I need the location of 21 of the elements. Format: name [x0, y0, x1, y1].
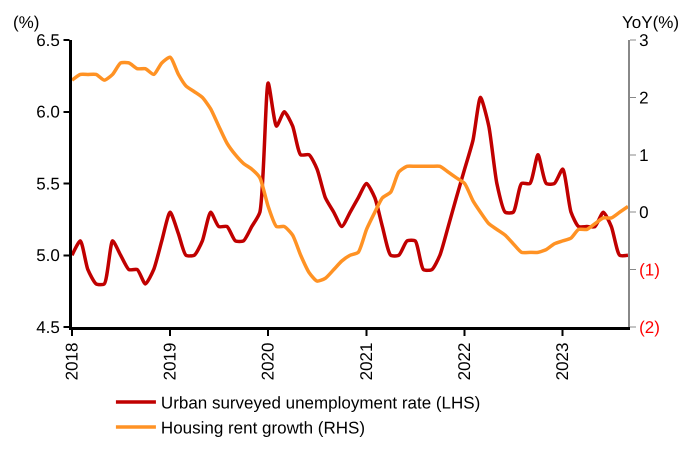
x-tick-label: 2021 — [357, 342, 376, 380]
y2-tick-label: 1 — [639, 146, 649, 165]
x-tick-label: 2022 — [455, 342, 474, 380]
x-tick-label: 2020 — [258, 342, 278, 380]
x-tick-label: 2023 — [553, 342, 572, 380]
x-tick-label: 2018 — [62, 342, 82, 380]
legend-label: Urban surveyed unemployment rate (LHS) — [160, 394, 480, 413]
y-tick-label: 5.0 — [36, 246, 60, 266]
y-tick-label: 6.5 — [36, 30, 60, 50]
x-tick-label: 2019 — [160, 342, 180, 380]
y2-tick-label: 3 — [639, 30, 649, 50]
y2-tick-label: (2) — [639, 318, 660, 337]
y-tick-label: 5.5 — [36, 174, 60, 194]
y-axis-title: (%) — [13, 13, 40, 32]
y2-tick-label: (1) — [639, 260, 660, 280]
y-tick-label: 6.0 — [36, 102, 60, 122]
legend-label: Housing rent growth (RHS) — [160, 418, 365, 438]
y2-tick-label: 2 — [639, 88, 649, 108]
y2-axis-title: YoY(%) — [622, 13, 680, 32]
y2-tick-label: 0 — [639, 203, 649, 222]
y-tick-label: 4.5 — [36, 318, 60, 337]
